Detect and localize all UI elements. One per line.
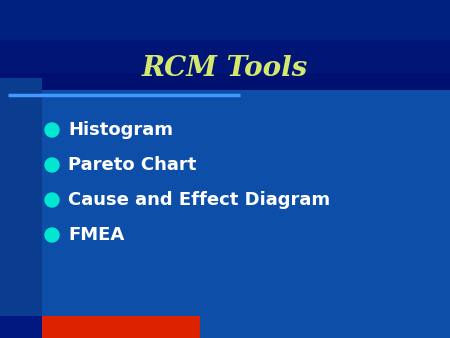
Circle shape: [45, 158, 59, 172]
Circle shape: [45, 123, 59, 137]
Bar: [0, 40, 450, 73]
Bar: [0, 78, 42, 338]
Bar: [0, 316, 42, 338]
Circle shape: [45, 193, 59, 207]
Text: Cause and Effect Diagram: Cause and Effect Diagram: [68, 191, 330, 209]
Text: FMEA: FMEA: [68, 226, 124, 244]
Bar: [0, 40, 450, 90]
Bar: [0, 316, 200, 338]
Text: Histogram: Histogram: [68, 121, 173, 139]
Bar: [0, 0, 450, 40]
Text: RCM Tools: RCM Tools: [142, 54, 308, 81]
Circle shape: [45, 228, 59, 242]
Text: Pareto Chart: Pareto Chart: [68, 156, 196, 174]
